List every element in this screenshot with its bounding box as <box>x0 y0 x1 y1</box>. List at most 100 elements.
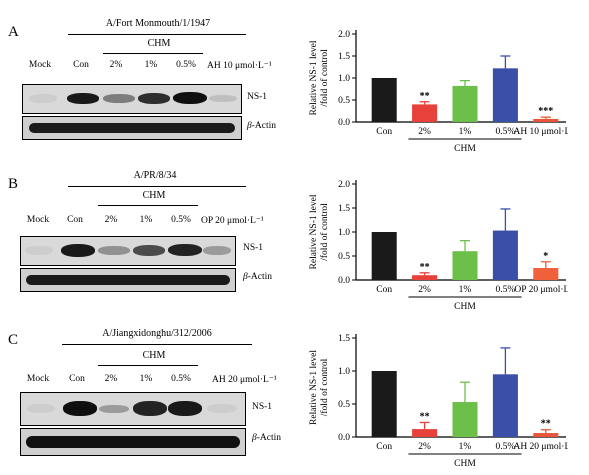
x-tick-label: Con <box>376 285 392 295</box>
x-tick-label: Con <box>376 442 392 452</box>
y-tick-label: 0.5 <box>338 96 350 106</box>
bar <box>452 251 478 280</box>
ns1-band <box>209 95 237 102</box>
x-tick-label: AH 20 μmol·L⁻¹ <box>513 442 568 452</box>
bar <box>371 232 397 280</box>
x-tick-label: 2% <box>418 127 431 137</box>
lane-label: Mock <box>28 60 52 70</box>
chm-underline <box>103 53 203 54</box>
lane-label: OP 20 μmol·L⁻¹ <box>201 216 264 226</box>
y-axis-label: /fold of control <box>319 49 330 107</box>
ns1-blot <box>20 392 246 426</box>
y-tick-label: 2.0 <box>338 180 350 190</box>
actin-suffix: -Actin <box>251 121 277 131</box>
bar <box>492 68 518 122</box>
panel-a: A A/Fort Monmouth/1/1947 CHM Mock Con 2%… <box>0 0 589 158</box>
ns1-band <box>133 401 167 416</box>
actin-prefix: β <box>243 272 248 282</box>
lane-label: 0.5% <box>176 60 196 70</box>
bar-chart: Relative NS-1 level/fold of control 0.0 0.… <box>309 180 568 312</box>
strain-underline <box>68 34 246 35</box>
y-tick-label: 0.5 <box>338 400 350 410</box>
bar-chart: Relative NS-1 level/fold of control 0.0 0.… <box>309 334 568 469</box>
bar <box>412 104 438 122</box>
actin-label: β-Actin <box>243 272 272 282</box>
chm-label: CHM <box>142 350 166 361</box>
panel-letter: B <box>8 176 19 192</box>
y-tick-label: 0.0 <box>338 433 350 443</box>
x-tick-label: AH 10 μmol·L⁻¹ <box>513 127 568 137</box>
lane-label: Mock <box>26 215 50 225</box>
x-tick-label: 0.5% <box>496 127 516 137</box>
panel-b: B A/PR/8/34 CHM Mock Con 2% 1% 0.5% OP 2… <box>0 158 589 318</box>
lane-label: 2% <box>109 60 123 70</box>
x-tick-label: 0.5% <box>496 442 516 452</box>
x-tick-label: 2% <box>418 285 431 295</box>
lane-label: 0.5% <box>171 215 191 225</box>
lane-label: 1% <box>139 374 153 384</box>
significance-mark: ** <box>420 91 430 102</box>
bar <box>492 374 518 437</box>
lane-label: 1% <box>139 215 153 225</box>
strain-label: A/Jiangxidonghu/312/2006 <box>102 328 212 339</box>
y-axis-label: Relative NS-1 level <box>309 40 319 115</box>
lane-label: Mock <box>26 374 50 384</box>
y-tick-label: 1.5 <box>338 52 350 62</box>
ns1-band <box>138 93 170 104</box>
ns1-band <box>27 404 55 413</box>
y-axis-label: /fold of control <box>319 203 330 261</box>
ns1-blot <box>22 84 242 114</box>
ns1-band <box>63 401 97 416</box>
lane-label: 1% <box>144 60 158 70</box>
ns1-band <box>103 94 135 103</box>
chm-underline <box>98 365 198 366</box>
x-tick-label: Con <box>376 127 392 137</box>
y-tick-label: 1.0 <box>338 74 350 84</box>
lane-label: Con <box>67 215 83 225</box>
ns1-blot <box>20 236 236 266</box>
lane-label: AH 10 μmol·L⁻¹ <box>207 61 272 71</box>
ns1-band <box>99 405 129 413</box>
lane-label: Con <box>73 60 89 70</box>
lane-label: 2% <box>104 374 118 384</box>
lane-label: Con <box>69 374 85 384</box>
actin-prefix: β <box>247 121 252 131</box>
ns1-band <box>168 401 202 416</box>
x-tick-label: 2% <box>418 442 431 452</box>
ns1-band <box>61 244 95 257</box>
group-label: CHM <box>454 302 476 312</box>
panel-c: C A/Jiangxidonghu/312/2006 CHM Mock Con … <box>0 318 589 475</box>
chm-label: CHM <box>142 190 166 201</box>
x-tick-label: 1% <box>459 442 472 452</box>
significance-mark: * <box>543 251 548 262</box>
ns1-band <box>203 246 231 255</box>
strain-label: A/PR/8/34 <box>133 170 177 181</box>
y-tick-label: 2.0 <box>338 30 350 40</box>
bar <box>533 268 559 280</box>
y-tick-label: 0.0 <box>338 118 350 128</box>
bar <box>452 402 478 437</box>
y-tick-label: 1.5 <box>338 204 350 214</box>
ns1-label: NS-1 <box>252 402 273 412</box>
y-axis-label: /fold of control <box>319 358 330 416</box>
ns1-label: NS-1 <box>247 92 268 102</box>
actin-label: β-Actin <box>247 121 276 131</box>
significance-mark: *** <box>538 106 553 117</box>
bar <box>533 118 559 122</box>
lane-label: AH 20 μmol·L⁻¹ <box>212 375 277 385</box>
actin-blot <box>20 268 236 292</box>
bar <box>412 275 438 280</box>
y-tick-label: 0.5 <box>338 252 350 262</box>
ns1-band <box>67 93 99 104</box>
actin-label: β-Actin <box>252 433 281 443</box>
bar <box>371 78 397 122</box>
x-tick-label: 1% <box>459 127 472 137</box>
y-tick-label: 1.5 <box>338 334 350 344</box>
chm-underline <box>98 205 198 206</box>
ns1-band <box>98 246 130 255</box>
x-tick-label: 1% <box>459 285 472 295</box>
bar <box>533 433 559 437</box>
ns1-band <box>25 246 53 255</box>
actin-band <box>26 436 240 448</box>
actin-suffix: -Actin <box>256 433 282 443</box>
